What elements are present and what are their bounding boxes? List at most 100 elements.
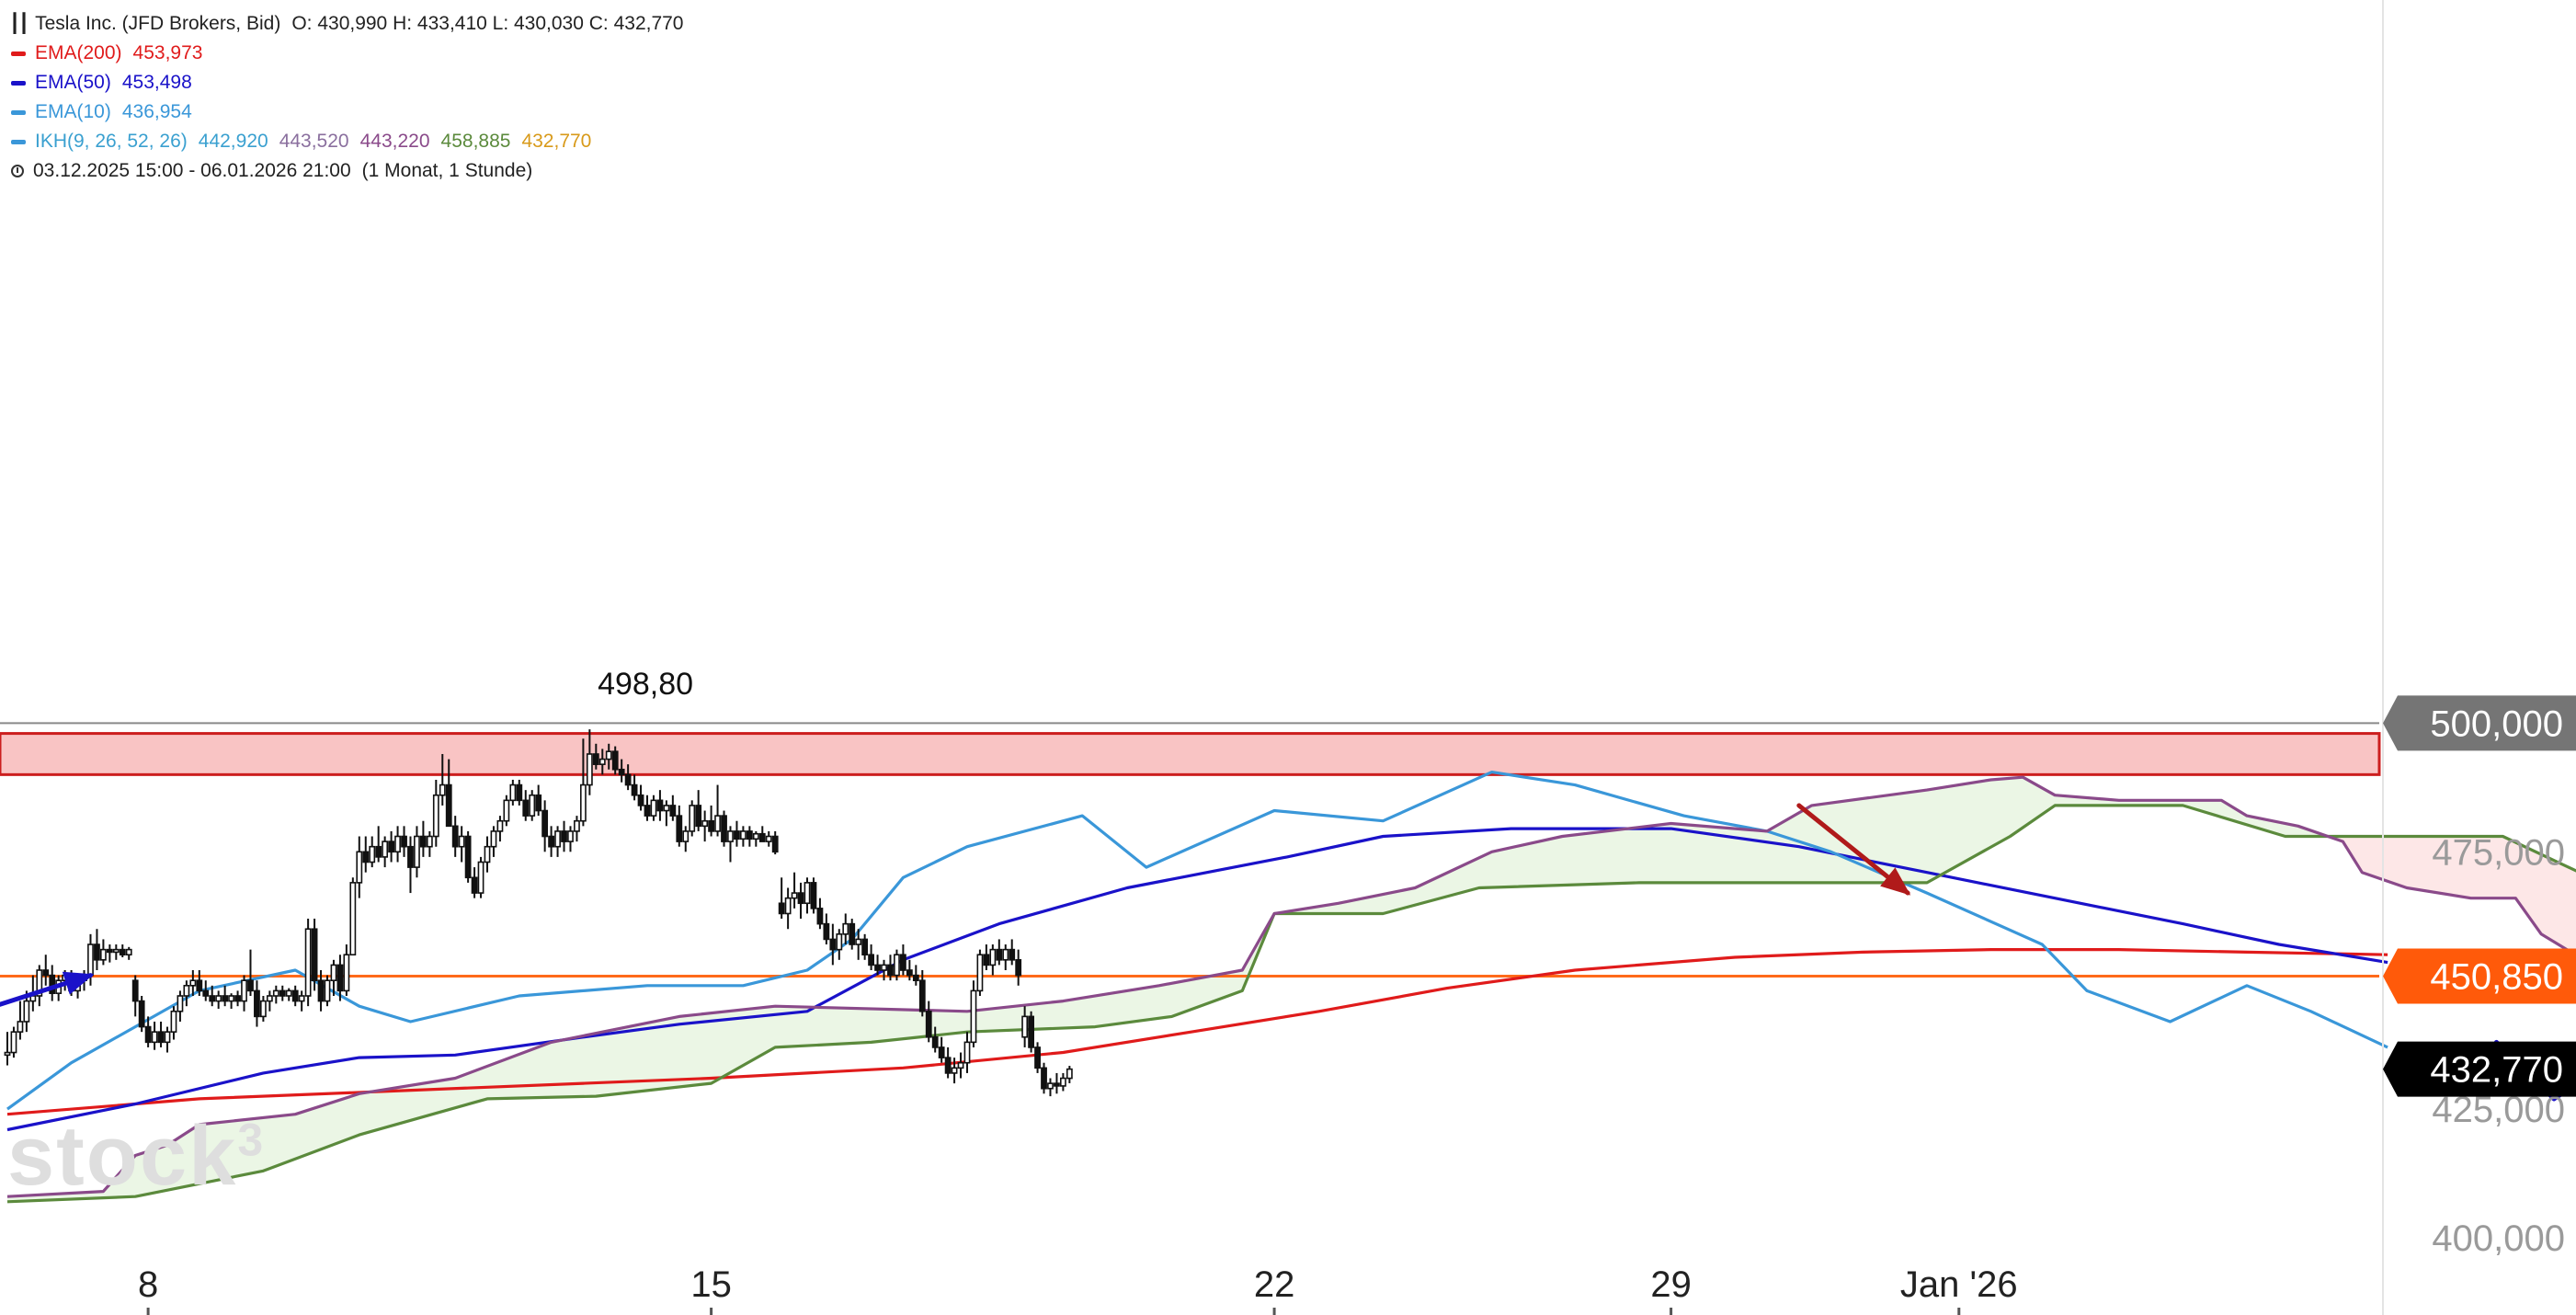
candle-body <box>989 948 997 966</box>
ikh-value-chikou: 432,770 <box>521 131 592 152</box>
candle-body <box>765 835 772 842</box>
candle-104 <box>669 795 677 821</box>
candle-144 <box>925 1001 932 1043</box>
candle-48 <box>311 919 318 991</box>
candle-25 <box>164 1026 171 1053</box>
candle-43 <box>279 985 286 1001</box>
price-marker-bg <box>2383 695 2576 751</box>
x-tick-label: 29 <box>1650 1264 1692 1305</box>
x-tick-label: 8 <box>138 1264 158 1305</box>
candle-160 <box>1028 1011 1034 1053</box>
candle-body <box>215 995 222 1002</box>
candle-body <box>650 799 657 817</box>
candle-76 <box>490 826 497 857</box>
candle-42 <box>272 985 279 1004</box>
candle-120 <box>771 830 779 855</box>
candle-body <box>222 995 229 1002</box>
candle-body <box>458 835 465 848</box>
candle-98 <box>631 774 638 801</box>
candle-body <box>394 835 401 853</box>
candle-body <box>349 882 357 956</box>
candle-body <box>100 948 107 961</box>
price-marker-1: 450,850 <box>2383 948 2576 1004</box>
candle-115 <box>739 826 747 847</box>
candle-body <box>605 750 612 760</box>
candle-body <box>279 989 286 997</box>
candle-136 <box>874 955 881 976</box>
candle-16 <box>106 944 113 963</box>
candle-body <box>285 989 292 997</box>
candle-93 <box>598 749 606 775</box>
high-annotation: 498,80 <box>598 667 693 702</box>
price-marker-label: 450,850 <box>2430 956 2563 997</box>
candle-5 <box>36 965 43 1007</box>
candle-body <box>522 799 530 817</box>
candle-body <box>484 845 491 863</box>
candle-59 <box>382 836 389 868</box>
legend-ema10[interactable]: EMA(10) 436,954 <box>9 97 684 127</box>
candle-body <box>119 948 126 956</box>
candle-body <box>656 799 664 812</box>
candle-body <box>746 830 753 840</box>
legend-ema50[interactable]: EMA(50) 453,498 <box>9 68 684 97</box>
candle-91 <box>586 729 593 795</box>
time-interval: (1 Monat, 1 Stunde) <box>361 160 533 181</box>
candle-body <box>918 979 926 1012</box>
candle-body <box>739 830 747 840</box>
candle-body <box>1009 948 1016 961</box>
candle-46 <box>298 990 305 1012</box>
time-range: 03.12.2025 15:00 - 06.01.2026 21:00 <box>33 160 351 181</box>
candle-40 <box>259 995 267 1022</box>
line-ema-50- <box>6 827 2388 1132</box>
candle-156 <box>1002 944 1009 971</box>
candle-body <box>586 753 593 786</box>
ikh-value-tenkan: 442,920 <box>198 131 268 152</box>
price-marker-bg <box>2383 1041 2576 1097</box>
candle-body <box>829 938 837 951</box>
candle-113 <box>727 826 734 863</box>
candle-body <box>925 1010 932 1038</box>
candle-body <box>259 1000 267 1018</box>
candle-77 <box>496 816 504 842</box>
x-tick-label: Jan '26 <box>1900 1264 2018 1305</box>
ikh-label: IKH(9, 26, 52, 26) <box>35 131 188 152</box>
candle-19 <box>125 946 132 960</box>
legend-ikh[interactable]: IKH(9, 26, 52, 26) 442,920 443,520 443,2… <box>9 127 684 156</box>
candle-body <box>401 835 407 848</box>
candle-body <box>131 979 139 1002</box>
candle-128 <box>823 913 830 945</box>
candle-body <box>778 902 785 915</box>
candle-body <box>196 979 203 992</box>
candle-140 <box>899 944 906 976</box>
candle-body <box>388 840 394 853</box>
candle-100 <box>644 795 651 821</box>
candle-body <box>304 928 312 997</box>
candle-body <box>689 805 696 832</box>
candle-body <box>42 969 50 977</box>
candle-141 <box>906 959 913 981</box>
candle-body <box>228 995 234 1002</box>
candle-body <box>336 964 344 992</box>
candle-50 <box>324 975 331 1007</box>
candle-148 <box>951 1058 958 1084</box>
candle-body <box>477 861 484 894</box>
candle-body <box>1015 959 1022 977</box>
candle-1 <box>10 1026 17 1058</box>
x-tick-label: 15 <box>690 1264 732 1305</box>
candle-155 <box>996 939 1003 966</box>
candle-137 <box>881 959 887 981</box>
instrument-name: Tesla Inc. (JFD Brokers, Bid) <box>35 13 281 34</box>
candle-body <box>362 851 370 863</box>
candle-body <box>624 773 632 786</box>
candle-85 <box>548 826 554 857</box>
candle-body <box>382 840 389 858</box>
candle-26 <box>170 1006 177 1040</box>
candle-158 <box>1015 949 1022 986</box>
candle-56 <box>362 836 370 873</box>
price-marker-label: 500,000 <box>2430 703 2563 744</box>
candle-89 <box>574 816 580 842</box>
candle-139 <box>894 949 900 981</box>
candle-body <box>419 835 427 848</box>
legend-ema200[interactable]: EMA(200) 453,973 <box>9 39 684 68</box>
